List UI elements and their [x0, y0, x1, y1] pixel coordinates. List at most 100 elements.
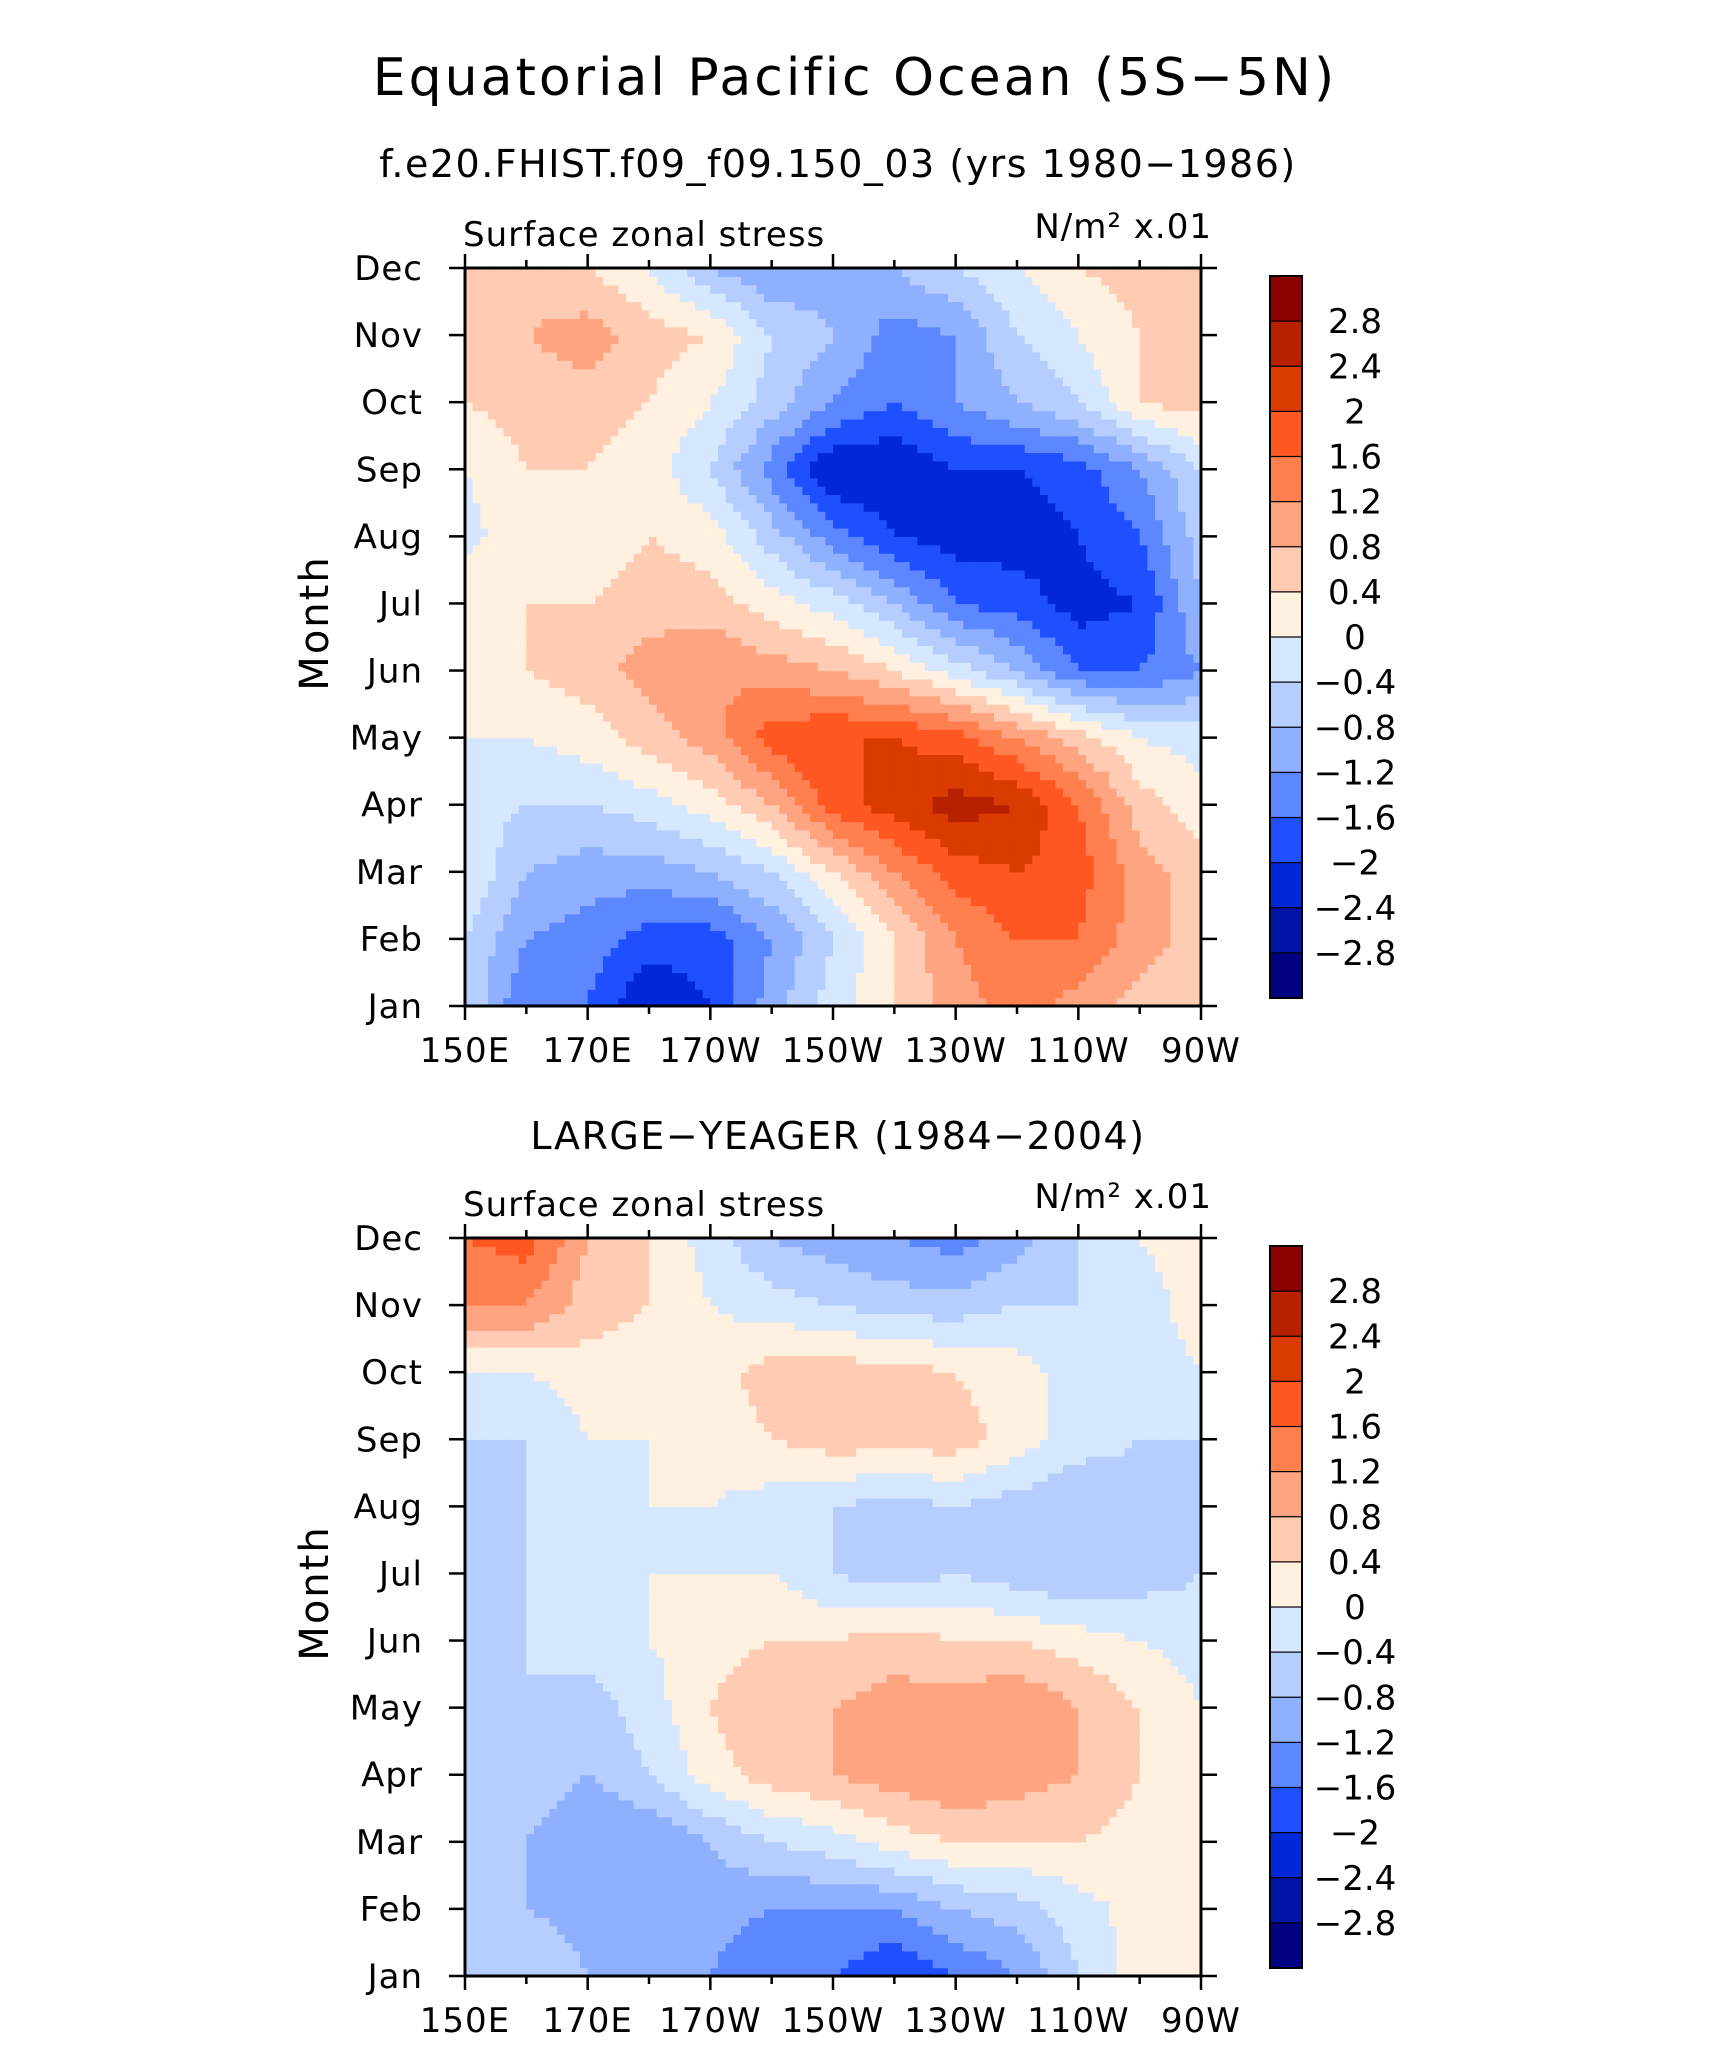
heatmap-cell: [978, 620, 987, 630]
heatmap-cell: [1109, 972, 1118, 982]
heatmap-cell: [1139, 720, 1148, 730]
heatmap-cell: [1055, 771, 1064, 781]
heatmap-cell: [672, 779, 681, 789]
heatmap-cell: [1047, 896, 1056, 906]
heatmap-cell: [1185, 905, 1194, 915]
heatmap-cell: [1170, 863, 1179, 873]
heatmap-cell: [879, 754, 888, 764]
heatmap-cell: [641, 804, 650, 814]
heatmap-cell: [702, 846, 711, 856]
heatmap-cell: [687, 762, 696, 772]
heatmap-cell: [963, 980, 972, 990]
heatmap-cell: [564, 855, 573, 865]
heatmap-cell: [1139, 838, 1148, 848]
heatmap-cell: [1093, 645, 1102, 655]
heatmap-cell: [917, 905, 926, 915]
heatmap-cell: [794, 670, 803, 680]
heatmap-cell: [1185, 720, 1194, 730]
heatmap-cell: [1009, 729, 1018, 739]
heatmap-cell: [1047, 922, 1056, 932]
heatmap-cell: [465, 779, 474, 789]
heatmap-cell: [994, 729, 1003, 739]
heatmap-cell: [840, 645, 849, 655]
heatmap-cell: [917, 922, 926, 932]
heatmap-cell: [963, 955, 972, 965]
heatmap-cell: [825, 871, 834, 881]
heatmap-cell: [863, 720, 872, 730]
heatmap-cell: [1017, 720, 1026, 730]
heatmap-cell: [955, 746, 964, 756]
heatmap-cell: [932, 687, 941, 697]
heatmap-cell: [756, 796, 765, 806]
heatmap-cell: [1093, 569, 1102, 579]
heatmap-cell: [1001, 871, 1010, 881]
heatmap-cell: [1124, 779, 1133, 789]
heatmap-cell: [1124, 804, 1133, 814]
heatmap-cell: [718, 930, 727, 940]
heatmap-cell: [1009, 863, 1018, 873]
heatmap-cell: [1185, 855, 1194, 865]
heatmap-cell: [1009, 645, 1018, 655]
heatmap-cell: [1124, 787, 1133, 797]
heatmap-cell: [649, 871, 658, 881]
heatmap-cell: [526, 687, 535, 697]
heatmap-cell: [472, 746, 481, 756]
heatmap-cell: [771, 888, 780, 898]
heatmap-cell: [695, 729, 704, 739]
heatmap-cell: [511, 762, 520, 772]
heatmap-cell: [587, 905, 596, 915]
heatmap-cell: [610, 569, 619, 579]
heatmap-cell: [1147, 578, 1156, 588]
heatmap-cell: [534, 787, 543, 797]
heatmap-cell: [856, 687, 865, 697]
heatmap-cell: [879, 922, 888, 932]
heatmap-cell: [511, 611, 520, 621]
heatmap-cell: [1109, 930, 1118, 940]
heatmap-cell: [963, 905, 972, 915]
heatmap-cell: [1170, 645, 1179, 655]
heatmap-cell: [472, 729, 481, 739]
heatmap-cell: [564, 938, 573, 948]
heatmap-cell: [1086, 871, 1095, 881]
heatmap-cell: [465, 905, 474, 915]
heatmap-cell: [511, 628, 520, 638]
heatmap-cell: [756, 670, 765, 680]
heatmap-cell: [587, 762, 596, 772]
heatmap-cell: [664, 938, 673, 948]
heatmap-cell: [1047, 989, 1056, 999]
heatmap-cell: [978, 821, 987, 831]
heatmap-cell: [472, 787, 481, 797]
heatmap-cell: [572, 670, 581, 680]
heatmap-cell: [572, 829, 581, 839]
heatmap-cell: [863, 964, 872, 974]
heatmap-cell: [511, 863, 520, 873]
heatmap-cell: [580, 704, 589, 714]
heatmap-cell: [518, 578, 527, 588]
heatmap-cell: [718, 712, 727, 722]
heatmap-cell: [986, 787, 995, 797]
heatmap-cell: [963, 762, 972, 772]
heatmap-cell: [1147, 955, 1156, 965]
heatmap-cell: [572, 569, 581, 579]
heatmap-cell: [1139, 846, 1148, 856]
heatmap-cell: [626, 913, 635, 923]
heatmap-cell: [948, 922, 957, 932]
heatmap-cell: [1116, 880, 1125, 890]
heatmap-cell: [626, 922, 635, 932]
heatmap-cell: [626, 611, 635, 621]
heatmap-cell: [687, 628, 696, 638]
heatmap-cell: [917, 838, 926, 848]
heatmap-cell: [610, 930, 619, 940]
heatmap-cell: [626, 838, 635, 848]
heatmap-cell: [549, 888, 558, 898]
heatmap-cell: [1155, 762, 1164, 772]
heatmap-cell: [603, 863, 612, 873]
heatmap-cell: [1047, 569, 1056, 579]
heatmap-cell: [756, 569, 765, 579]
heatmap-cell: [1093, 704, 1102, 714]
heatmap-cell: [472, 888, 481, 898]
heatmap-cell: [718, 955, 727, 965]
heatmap-cell: [580, 662, 589, 672]
heatmap-cell: [1086, 922, 1095, 932]
heatmap-cell: [1124, 829, 1133, 839]
